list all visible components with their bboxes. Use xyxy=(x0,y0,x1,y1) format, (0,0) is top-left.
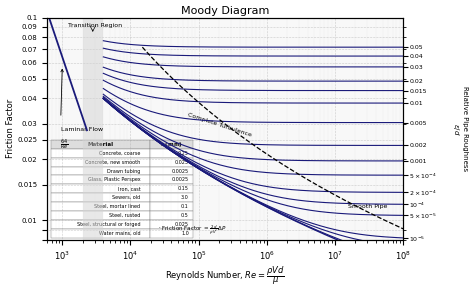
Text: Laminar Flow: Laminar Flow xyxy=(61,127,103,132)
Bar xyxy=(83,18,103,240)
Text: Smooth Pipe: Smooth Pipe xyxy=(348,204,387,209)
Text: $\cdot$ Friction Factor $= \frac{2d}{\rho V^2}\Delta P$: $\cdot$ Friction Factor $= \frac{2d}{\rh… xyxy=(158,224,226,237)
Y-axis label: Relative Pipe Roughness
$\varepsilon/d$: Relative Pipe Roughness $\varepsilon/d$ xyxy=(451,86,468,171)
Y-axis label: Friction Factor: Friction Factor xyxy=(6,99,15,159)
Text: $\frac{64}{Re}$: $\frac{64}{Re}$ xyxy=(60,138,68,152)
Text: Transition Region: Transition Region xyxy=(68,23,122,28)
Text: Complete Turbulence: Complete Turbulence xyxy=(187,112,252,137)
Title: Moody Diagram: Moody Diagram xyxy=(181,6,269,16)
X-axis label: Reynolds Number, $Re = \dfrac{\rho V d}{\mu}$: Reynolds Number, $Re = \dfrac{\rho V d}{… xyxy=(165,265,285,287)
